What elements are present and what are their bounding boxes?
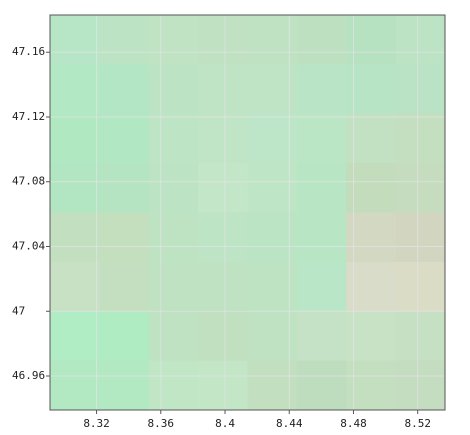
x-tick-label: 8.4 xyxy=(215,417,235,430)
cell xyxy=(247,311,298,362)
cell xyxy=(50,261,100,312)
cell xyxy=(99,261,150,312)
plot-frame xyxy=(49,14,446,411)
cell xyxy=(50,113,100,164)
cell xyxy=(247,64,298,115)
cell xyxy=(198,163,248,213)
y-tick-label: 46.96 xyxy=(12,369,45,382)
cell xyxy=(346,360,397,411)
cell xyxy=(50,311,100,362)
y-tick-label: 47.04 xyxy=(12,239,45,252)
cell xyxy=(395,261,446,312)
cell xyxy=(50,15,100,65)
cell xyxy=(99,163,150,213)
cell xyxy=(99,360,150,411)
y-tick-label: 47.08 xyxy=(12,175,45,188)
cell xyxy=(247,261,298,312)
cell xyxy=(198,212,248,263)
x-tick-label: 8.36 xyxy=(148,417,175,430)
cell xyxy=(99,15,150,65)
cell xyxy=(346,64,397,115)
cell xyxy=(148,360,199,411)
cell xyxy=(296,261,347,312)
cell xyxy=(50,360,100,411)
cell xyxy=(247,15,298,65)
cell xyxy=(148,212,199,263)
cell xyxy=(198,360,248,411)
cell xyxy=(395,163,446,213)
x-tick-label: 8.48 xyxy=(340,417,367,430)
cell xyxy=(50,163,100,213)
cell xyxy=(247,113,298,164)
cell xyxy=(99,64,150,115)
cell xyxy=(395,64,446,115)
x-tick-label: 8.32 xyxy=(83,417,110,430)
cell xyxy=(198,64,248,115)
cell xyxy=(198,311,248,362)
cell xyxy=(247,360,298,411)
x-tick-label: 8.44 xyxy=(276,417,303,430)
cell xyxy=(296,212,347,263)
cell xyxy=(50,212,100,263)
cell xyxy=(296,360,347,411)
cell xyxy=(247,212,298,263)
cell xyxy=(296,64,347,115)
y-tick-label: 47 xyxy=(12,304,25,317)
cell xyxy=(296,113,347,164)
cell xyxy=(198,261,248,312)
cell xyxy=(50,64,100,115)
cell xyxy=(346,311,397,362)
cell xyxy=(296,163,347,213)
cell xyxy=(148,64,199,115)
cell xyxy=(346,15,397,65)
cell xyxy=(395,360,446,411)
cell xyxy=(148,15,199,65)
cell xyxy=(148,113,199,164)
cell xyxy=(346,212,397,263)
y-tick-label: 47.16 xyxy=(12,45,45,58)
cell xyxy=(346,113,397,164)
cell xyxy=(198,113,248,164)
cell xyxy=(99,113,150,164)
x-tick-label: 8.52 xyxy=(404,417,431,430)
cell xyxy=(148,261,199,312)
cell xyxy=(198,15,248,65)
cell xyxy=(296,15,347,65)
cell xyxy=(395,311,446,362)
cell xyxy=(395,212,446,263)
cell xyxy=(247,163,298,213)
cell xyxy=(148,163,199,213)
y-tick-label: 47.12 xyxy=(12,110,45,123)
cell xyxy=(99,311,150,362)
cell xyxy=(346,163,397,213)
cell xyxy=(346,261,397,312)
cell xyxy=(296,311,347,362)
cell xyxy=(99,212,150,263)
cell xyxy=(395,113,446,164)
cell xyxy=(148,311,199,362)
cell xyxy=(395,15,446,65)
